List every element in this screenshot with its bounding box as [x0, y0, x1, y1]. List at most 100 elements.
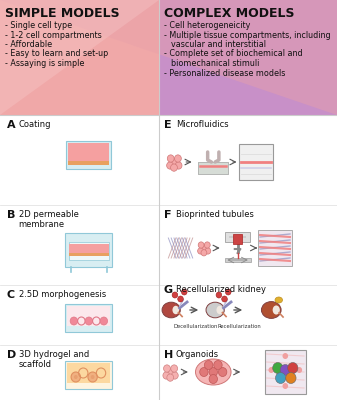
Text: - Single cell type: - Single cell type [5, 21, 72, 30]
Circle shape [91, 375, 94, 379]
Circle shape [288, 362, 298, 374]
Bar [0, 115, 337, 400]
Text: - Affordable: - Affordable [5, 40, 52, 49]
Bar [69, 242, 108, 260]
Circle shape [225, 289, 231, 295]
Circle shape [171, 365, 177, 372]
Ellipse shape [261, 302, 281, 318]
Circle shape [198, 248, 203, 254]
Circle shape [204, 242, 210, 248]
Text: 3D hydrogel and
scaffold: 3D hydrogel and scaffold [19, 350, 89, 370]
Text: Microfluidics: Microfluidics [176, 120, 229, 129]
Bar [66, 233, 112, 267]
Text: E: E [164, 120, 171, 130]
Circle shape [175, 162, 182, 169]
Circle shape [201, 245, 207, 251]
Circle shape [175, 155, 181, 162]
Circle shape [171, 372, 178, 379]
Circle shape [297, 367, 302, 373]
Text: Recellularization: Recellularization [218, 324, 262, 329]
Circle shape [204, 360, 213, 370]
Text: G: G [164, 285, 173, 295]
Circle shape [167, 368, 174, 376]
Text: - Cell heterogeneicity: - Cell heterogeneicity [164, 21, 250, 30]
Ellipse shape [162, 302, 180, 318]
Circle shape [70, 317, 78, 325]
Text: 2.5D morphogenesis: 2.5D morphogenesis [19, 290, 106, 299]
Circle shape [209, 368, 217, 376]
Bar [66, 304, 112, 332]
Bar [66, 361, 112, 389]
Text: Bioprinted tubules: Bioprinted tubules [176, 210, 254, 219]
Bar [239, 144, 273, 180]
Bar [69, 244, 108, 256]
Text: - 1-2 cell compartments: - 1-2 cell compartments [5, 30, 102, 40]
Circle shape [100, 317, 108, 325]
Polygon shape [0, 0, 337, 115]
Text: B: B [6, 210, 15, 220]
Bar [69, 253, 108, 256]
Bar [225, 258, 251, 262]
Circle shape [269, 367, 274, 373]
Circle shape [167, 162, 174, 169]
Text: vascular and interstitial: vascular and interstitial [171, 40, 266, 49]
Circle shape [74, 375, 78, 379]
Bar [0, 0, 159, 115]
Circle shape [222, 296, 227, 302]
Text: Organoids: Organoids [176, 350, 219, 359]
Circle shape [85, 317, 93, 325]
Ellipse shape [216, 306, 223, 314]
Circle shape [71, 372, 80, 382]
Circle shape [163, 365, 170, 372]
Bar [265, 350, 306, 394]
Circle shape [171, 158, 177, 166]
Circle shape [214, 360, 222, 370]
Circle shape [201, 250, 207, 256]
Circle shape [286, 372, 296, 384]
Circle shape [275, 372, 286, 384]
Text: - Assaying is simple: - Assaying is simple [5, 59, 84, 68]
Text: F: F [164, 210, 171, 220]
Text: C: C [6, 290, 15, 300]
Text: Coating: Coating [19, 120, 51, 129]
Ellipse shape [273, 306, 280, 314]
Circle shape [178, 296, 183, 302]
Circle shape [163, 372, 170, 379]
Text: - Personalized disease models: - Personalized disease models [164, 68, 285, 78]
Polygon shape [0, 0, 159, 115]
Text: SIMPLE MODELS: SIMPLE MODELS [5, 7, 119, 20]
Ellipse shape [172, 306, 179, 314]
Circle shape [172, 292, 178, 298]
Bar [159, 0, 337, 115]
Circle shape [171, 164, 177, 171]
Bar [225, 232, 250, 242]
Text: H: H [164, 350, 173, 360]
Text: - Easy to learn and set-up: - Easy to learn and set-up [5, 50, 108, 58]
Bar [67, 306, 111, 326]
Circle shape [181, 289, 187, 295]
Bar [67, 363, 111, 383]
Circle shape [200, 368, 208, 376]
Circle shape [198, 242, 204, 248]
Bar [229, 236, 246, 238]
Circle shape [283, 383, 288, 389]
Text: Recellularized kidney: Recellularized kidney [176, 285, 266, 294]
Text: - Multiple tissue compartments, including: - Multiple tissue compartments, includin… [164, 30, 330, 40]
Circle shape [167, 374, 174, 381]
Circle shape [216, 292, 222, 298]
Circle shape [280, 364, 291, 376]
Ellipse shape [275, 297, 283, 303]
Circle shape [167, 155, 174, 162]
Bar [198, 162, 228, 174]
Text: COMPLEX MODELS: COMPLEX MODELS [164, 7, 294, 20]
Text: A: A [6, 120, 15, 130]
Circle shape [88, 372, 97, 382]
Bar [233, 234, 242, 244]
Circle shape [273, 362, 283, 374]
Circle shape [205, 248, 211, 254]
Bar [66, 141, 111, 169]
Text: biomechanical stimuli: biomechanical stimuli [171, 59, 260, 68]
Circle shape [219, 368, 227, 376]
Circle shape [209, 374, 217, 384]
Text: D: D [6, 350, 16, 360]
